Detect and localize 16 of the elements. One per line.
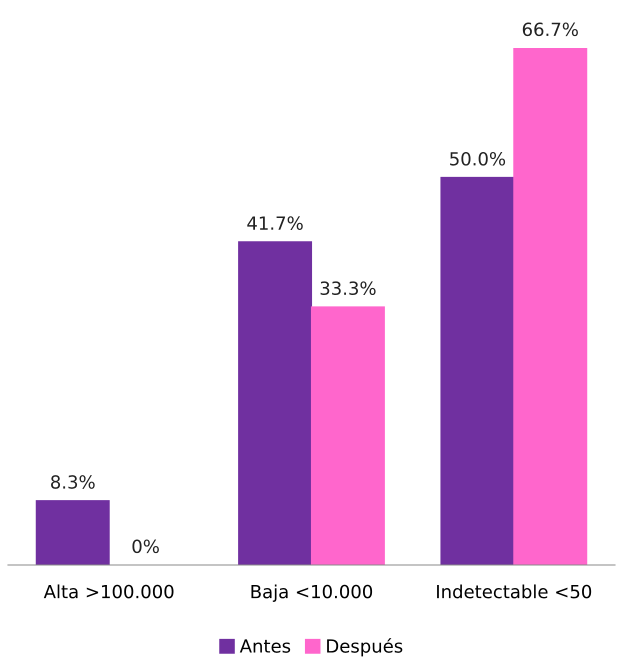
bar (238, 241, 312, 565)
x-tick-label: Alta >100.000 (44, 584, 174, 598)
data-label: 0% (132, 540, 159, 554)
x-tick-label: Indetectable <50 (437, 584, 592, 598)
bar (440, 176, 514, 565)
data-label: 66.7% (522, 22, 578, 36)
legend-label: Antes (240, 639, 290, 653)
bar (310, 306, 385, 565)
legend-label: Después (327, 638, 402, 656)
bar (36, 500, 110, 565)
data-label: 50.0% (450, 152, 506, 166)
x-tick-label: Baja <10.000 (251, 584, 372, 602)
bar (513, 48, 588, 565)
data-label: 41.7% (247, 216, 303, 230)
data-label: 8.3% (51, 475, 95, 489)
data-label: 33.3% (320, 281, 376, 296)
